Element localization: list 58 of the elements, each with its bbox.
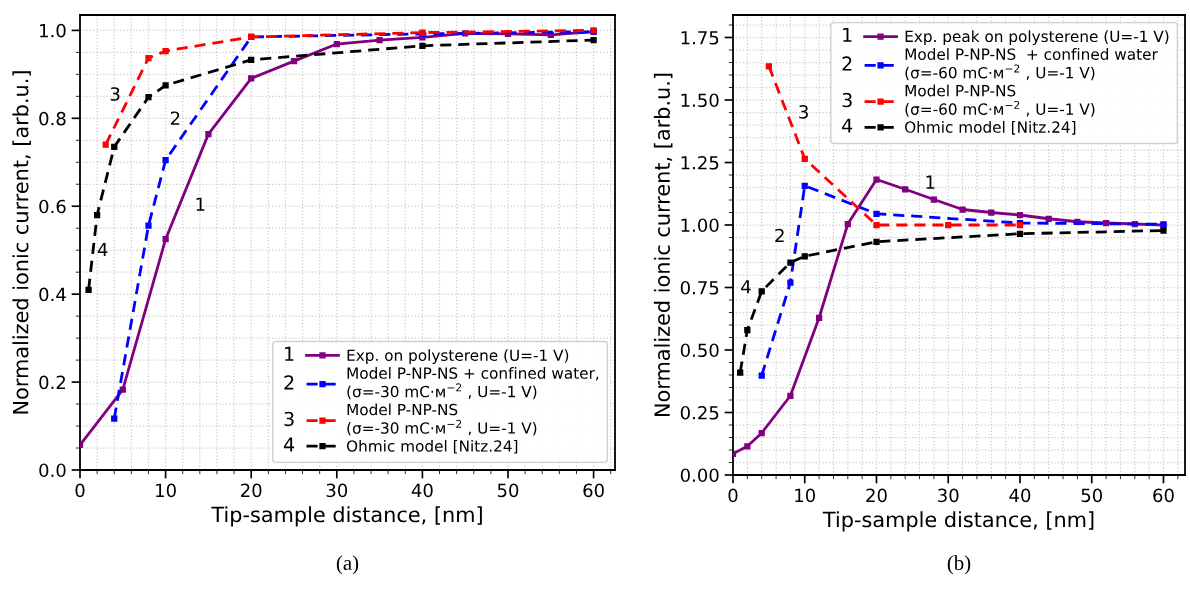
- x-tick-label: 40: [1009, 488, 1031, 503]
- y-tick-label: 0.2: [39, 375, 65, 390]
- annotation: 3: [842, 92, 852, 108]
- x-tick-label: 60: [583, 483, 604, 498]
- annotation: 1: [285, 346, 294, 361]
- annotation: 4: [842, 118, 853, 133]
- x-tick-label: 40: [411, 483, 433, 498]
- y-tick-label: 1.00: [681, 218, 719, 233]
- text: (a): [336, 555, 359, 575]
- legend-label: Model P-NP-NS (σ=-30 mC·м$^{−2}$ , U=-1 V): [347, 403, 537, 436]
- annotation: 2: [284, 375, 294, 390]
- y-tick-label: 1.75: [681, 31, 719, 45]
- annotation: 2: [842, 56, 852, 71]
- text: (b): [947, 555, 971, 575]
- y-tick-label: 0.00: [680, 468, 719, 483]
- y-tick-label: 0.8: [39, 111, 66, 126]
- x-tick-label: 20: [866, 488, 887, 503]
- legend-label: Model P-NP-NS + confined water, (σ=-30 mC·м$^{−2}$ , U=-1 V): [347, 367, 599, 400]
- x-tick-label: 20: [241, 483, 262, 498]
- x-axis-title: Tip-sample distance, [nm]: [211, 506, 482, 527]
- annotation: 2: [170, 111, 180, 125]
- y-tick-label: 0.4: [39, 287, 66, 302]
- legend-label: Exp. peak on polysterene (U=-1 V): [905, 30, 1169, 46]
- legend-label: Exp. on polysterene (U=-1 V): [347, 349, 569, 364]
- y-tick-label: 0.75: [680, 280, 719, 295]
- annotation: 4: [97, 242, 108, 257]
- annotation: 1: [843, 27, 852, 42]
- y-tick-label: 0.50: [680, 343, 719, 358]
- y-tick-label: 0.25: [680, 405, 719, 420]
- x-axis-title: Tip-sample distance, [nm]: [822, 511, 1094, 532]
- x-tick-label: 0: [728, 488, 738, 503]
- x-tick-label: 60: [1153, 488, 1174, 503]
- x-tick-label: 30: [326, 483, 348, 498]
- annotation: 3: [284, 411, 294, 427]
- y-axis-title: Normalized ionic current, [arb.u.]: [653, 73, 673, 416]
- legend-label: Ohmic model [Nitz.24]: [905, 121, 1076, 135]
- y-tick-label: 0.0: [39, 463, 66, 478]
- x-tick-label: 10: [795, 488, 816, 503]
- x-tick-label: 30: [938, 488, 959, 503]
- x-tick-label: 50: [497, 483, 519, 498]
- x-tick-label: 0: [75, 483, 85, 498]
- annotation: 3: [110, 87, 120, 101]
- annotation: 1: [196, 197, 205, 211]
- y-tick-label: 0.6: [39, 199, 66, 214]
- annotation: 1: [926, 175, 935, 189]
- y-tick-label: 1.25: [681, 155, 719, 170]
- y-tick-label: 1.50: [681, 93, 719, 108]
- y-tick-label: 1.0: [40, 23, 66, 38]
- x-tick-label: 10: [156, 483, 176, 498]
- annotation: 2: [775, 228, 784, 243]
- legend-label: Model P-NP-NS (σ=-60 mC·м$^{−2}$ , U=-1 V): [905, 84, 1095, 117]
- legend-label: Model P-NP-NS + confined water (σ=-60 mC·м$^{−2}$ , U=-1 V): [905, 48, 1158, 81]
- annotation: 4: [283, 437, 295, 452]
- y-axis-title: Normalized ionic current, [arb.u.]: [12, 71, 31, 414]
- legend-label: Ohmic model [Nitz.24]: [346, 439, 518, 454]
- x-tick-label: 50: [1081, 488, 1103, 503]
- annotation: 3: [799, 105, 808, 119]
- annotation: 4: [741, 280, 751, 294]
